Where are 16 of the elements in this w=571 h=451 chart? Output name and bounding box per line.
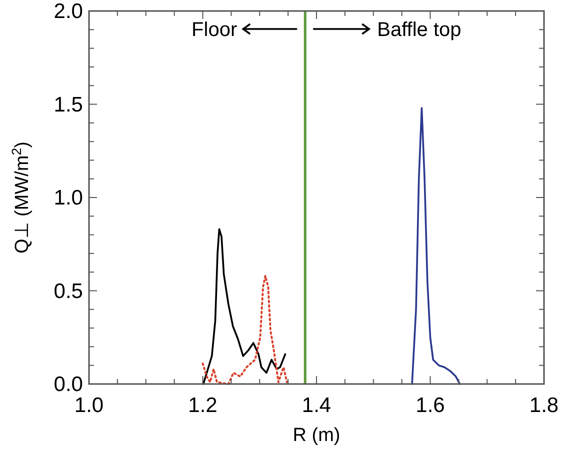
y-tick-label: 0.5 bbox=[54, 280, 83, 303]
x-tick-label: 1.6 bbox=[416, 394, 445, 417]
line-series bbox=[202, 274, 288, 385]
annotation: Baffle top bbox=[377, 19, 462, 41]
y-tick-label: 1.5 bbox=[54, 93, 83, 116]
y-tick-label: 1.0 bbox=[54, 186, 83, 210]
line-series bbox=[202, 228, 286, 385]
line-series bbox=[411, 107, 461, 385]
y-tick-label: 2.0 bbox=[54, 0, 83, 23]
x-tick-label: 1.2 bbox=[188, 394, 218, 417]
y-tick-label: 0.0 bbox=[54, 373, 83, 396]
x-tick-label: 1.8 bbox=[529, 394, 559, 417]
x-axis-title: R (m) bbox=[292, 425, 340, 446]
x-tick-label: 1.0 bbox=[74, 394, 104, 417]
x-tick-label: 1.4 bbox=[302, 394, 332, 417]
annotation: Floor bbox=[192, 19, 238, 41]
